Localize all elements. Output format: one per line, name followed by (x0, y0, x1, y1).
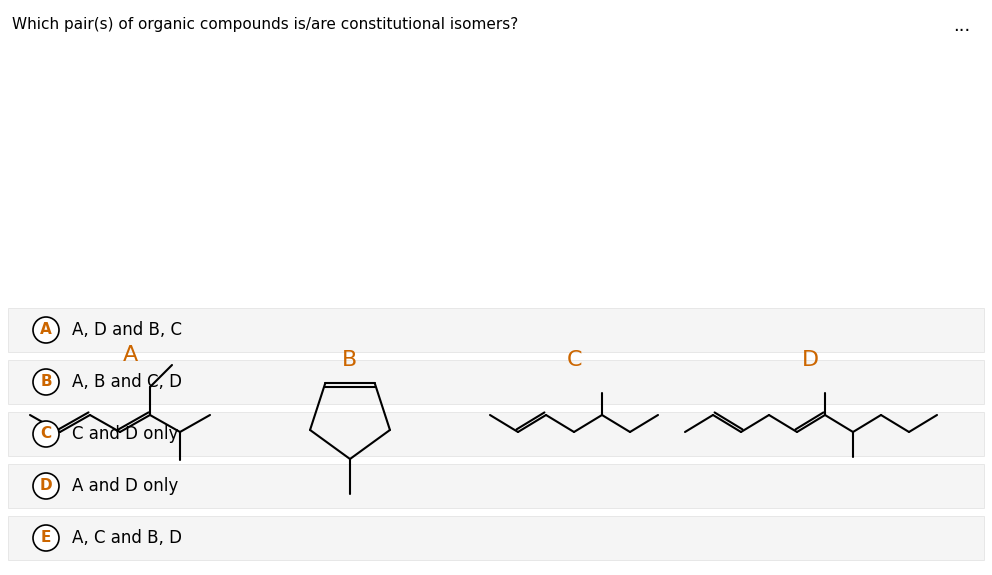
Text: C and D only: C and D only (72, 425, 179, 443)
Text: C: C (566, 350, 581, 370)
Text: B: B (41, 374, 52, 389)
Text: A: A (122, 345, 138, 365)
Text: A, D and B, C: A, D and B, C (72, 321, 182, 339)
Text: ...: ... (953, 17, 970, 35)
Text: A, B and C, D: A, B and C, D (72, 373, 182, 391)
FancyBboxPatch shape (8, 360, 984, 404)
FancyBboxPatch shape (8, 516, 984, 560)
Text: A and D only: A and D only (72, 477, 179, 495)
Text: D: D (802, 350, 818, 370)
Text: A, C and B, D: A, C and B, D (72, 529, 182, 547)
Circle shape (33, 317, 59, 343)
Text: C: C (41, 427, 52, 442)
Text: A: A (40, 323, 52, 338)
Text: E: E (41, 531, 52, 546)
Text: D: D (40, 478, 53, 493)
Text: Which pair(s) of organic compounds is/are constitutional isomers?: Which pair(s) of organic compounds is/ar… (12, 17, 518, 32)
Text: B: B (342, 350, 358, 370)
FancyBboxPatch shape (8, 464, 984, 508)
FancyBboxPatch shape (8, 412, 984, 456)
FancyBboxPatch shape (8, 308, 984, 352)
Circle shape (33, 525, 59, 551)
Circle shape (33, 473, 59, 499)
Circle shape (33, 421, 59, 447)
Circle shape (33, 369, 59, 395)
